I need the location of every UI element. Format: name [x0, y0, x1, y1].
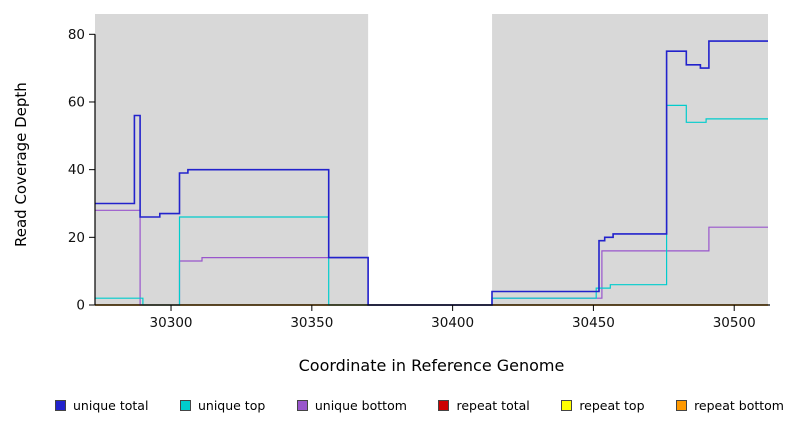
y-tick-label: 0: [76, 298, 85, 314]
legend-swatch-repeat-total: [438, 400, 450, 411]
y-tick-label: 80: [68, 27, 85, 43]
x-tick-label: 30500: [713, 315, 756, 331]
series-unique-top-line: [95, 104, 768, 306]
x-tick-label: 30300: [150, 315, 193, 331]
legend-item-unique-bottom: unique bottom: [296, 398, 407, 413]
legend-label: repeat total: [456, 398, 530, 413]
legend-label: unique total: [73, 398, 149, 413]
legend-label: repeat bottom: [694, 398, 784, 413]
legend-swatch-unique-bottom: [296, 400, 308, 411]
legend-item-unique-top: unique top: [179, 398, 266, 413]
legend-item-repeat-top: repeat top: [561, 398, 645, 413]
legend-swatch-unique-top: [179, 400, 191, 411]
legend-swatch-unique-total: [55, 400, 66, 411]
shaded-region: [492, 14, 768, 305]
legend-item-unique-total: unique total: [55, 398, 148, 413]
legend-swatch-repeat-bottom: [676, 400, 688, 411]
series-unique-total-line: [95, 40, 768, 306]
legend-item-repeat-bottom: repeat bottom: [676, 398, 784, 413]
legend: unique total unique top unique bottom repea…: [55, 398, 784, 413]
plot-area: 30300 30350 30400 30450 30500 0 20 40 60 80: [68, 14, 770, 331]
legend-label: unique bottom: [314, 398, 407, 413]
y-axis-label: Read Coverage Depth: [12, 82, 30, 248]
x-tick-label: 30450: [572, 315, 615, 331]
y-tick-label: 40: [68, 162, 85, 178]
legend-label: unique top: [197, 398, 266, 413]
x-axis-label: Coordinate in Reference Genome: [298, 356, 565, 375]
y-tick-label: 20: [68, 230, 85, 246]
legend-swatch-repeat-top: [561, 400, 573, 411]
x-tick-label: 30400: [431, 315, 474, 331]
legend-label: repeat top: [579, 398, 645, 413]
y-tick-label: 60: [68, 94, 85, 110]
x-tick-label: 30350: [290, 315, 333, 331]
shaded-region: [95, 14, 369, 305]
legend-item-repeat-total: repeat total: [438, 398, 530, 413]
